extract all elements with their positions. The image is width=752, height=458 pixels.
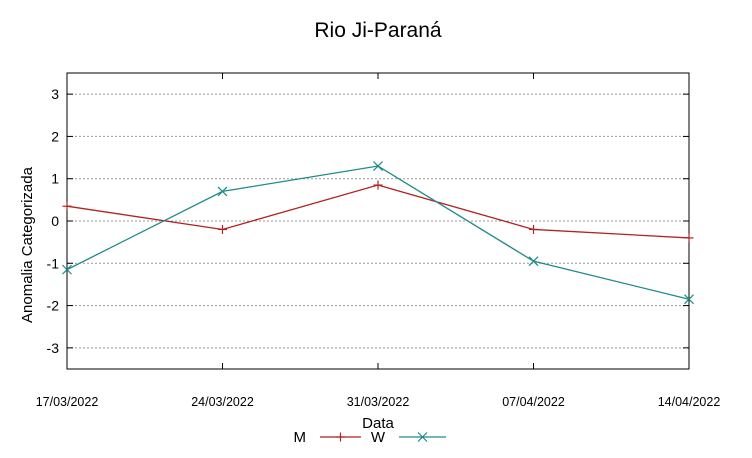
y-axis-label: Anomalia Categorizada — [19, 166, 36, 323]
y-tick-label: -1 — [47, 255, 60, 271]
legend-item-W: W — [371, 429, 446, 446]
legend-label: W — [371, 429, 386, 446]
y-tick-label: 2 — [51, 128, 59, 144]
data-point — [62, 264, 72, 275]
y-tick-label: -3 — [47, 340, 60, 356]
y-tick-label: 1 — [51, 171, 59, 187]
series-W — [62, 161, 694, 305]
legend-label: M — [294, 429, 307, 446]
data-point — [684, 233, 694, 243]
x-tick-label: 24/03/2022 — [191, 395, 254, 409]
data-point — [218, 224, 227, 234]
y-tick-label: 3 — [51, 86, 59, 102]
legend-marker — [417, 432, 428, 442]
data-point — [528, 256, 539, 267]
data-point — [62, 201, 72, 211]
legend-marker — [336, 432, 345, 442]
x-tick-label: 17/03/2022 — [36, 395, 99, 409]
y-tick-label: 0 — [51, 213, 59, 229]
data-point — [684, 294, 694, 305]
x-tick-label: 31/03/2022 — [347, 395, 410, 409]
x-axis-label: Data — [362, 415, 394, 432]
grid — [67, 93, 689, 349]
series-line — [66, 184, 690, 239]
x-tick-label: 07/04/2022 — [502, 395, 565, 409]
x-tick-label: 14/04/2022 — [658, 395, 721, 409]
series — [62, 161, 694, 305]
data-point — [217, 186, 228, 197]
data-point — [529, 224, 538, 234]
series-M — [62, 180, 694, 243]
legend-item-M: M — [294, 429, 361, 446]
data-point — [373, 161, 383, 171]
data-point — [373, 180, 383, 190]
x-axis-ticks: 17/03/2022 24/03/2022 31/03/2022 07/04/2022… — [36, 73, 721, 409]
chart-title: Rio Ji-Paraná — [314, 19, 442, 42]
y-tick-label: -2 — [47, 298, 60, 314]
y-axis-ticks: 3 2 1 0 -1 -2 -3 — [47, 86, 689, 356]
